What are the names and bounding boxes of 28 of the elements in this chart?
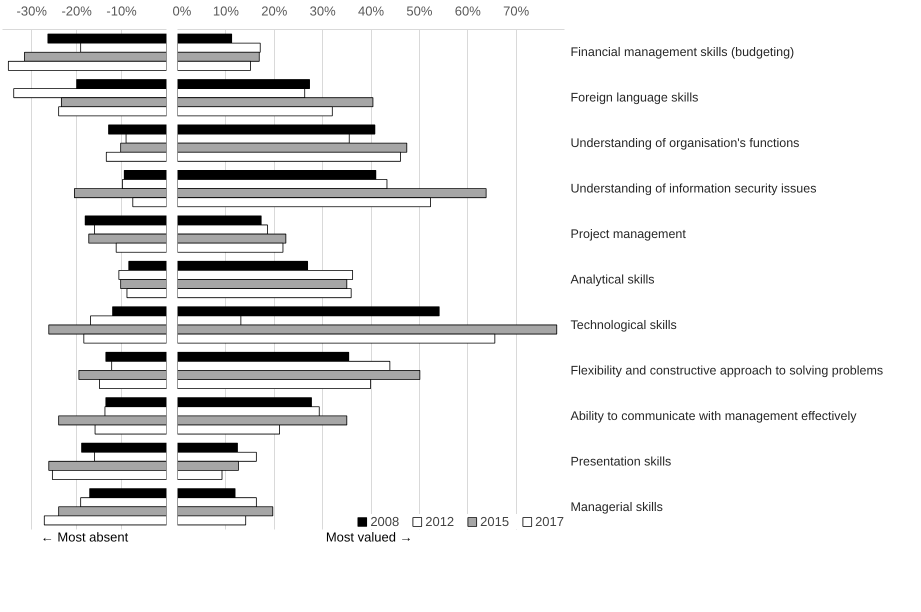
y-tick-label: Managerial skills [570, 500, 663, 514]
y-tick-label: Understanding of information security issues [570, 182, 816, 196]
x-tick-label: 20% [261, 4, 288, 18]
x-tick-label: 40% [358, 4, 384, 18]
y-tick-label: Presentation skills [570, 454, 672, 468]
y-tick-label: Financial management skills (budgeting) [570, 45, 794, 60]
y-tick-label: Project management [570, 227, 686, 242]
legend-label: 2015 [480, 514, 510, 529]
x-tick-label: 10% [212, 4, 240, 18]
y-tick-label: Understanding of organisation's functions [570, 136, 800, 150]
y-tick-label: Ability to communicate with management effectively [570, 408, 858, 423]
x-axis-title: ← Most absent [40, 530, 129, 544]
x-tick-label: 60% [454, 4, 482, 18]
x-tick-label: 50% [406, 4, 433, 18]
y-tick-label: Analytical skills [570, 272, 655, 286]
y-tick-label: Flexibility and constructive approach to solving problems [570, 363, 884, 378]
x-tick-label: -30% [16, 4, 48, 18]
x-tick-label: 30% [310, 4, 336, 18]
legend-label: 2012 [425, 514, 454, 529]
y-tick-label: Technological skills [570, 318, 677, 332]
x-tick-label: -20% [61, 4, 92, 18]
legend-label: 2008 [370, 514, 400, 529]
x-tick-label: 0% [172, 4, 192, 18]
legend-label: 2017 [535, 514, 564, 529]
y-tick-label: Foreign language skills [570, 90, 698, 105]
x-tick-label: -10% [106, 4, 138, 18]
x-axis-title: Most valued → [326, 530, 413, 544]
x-tick-label: 70% [503, 4, 530, 18]
